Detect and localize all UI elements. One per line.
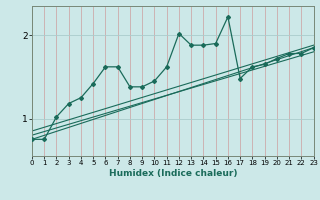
X-axis label: Humidex (Indice chaleur): Humidex (Indice chaleur) xyxy=(108,169,237,178)
